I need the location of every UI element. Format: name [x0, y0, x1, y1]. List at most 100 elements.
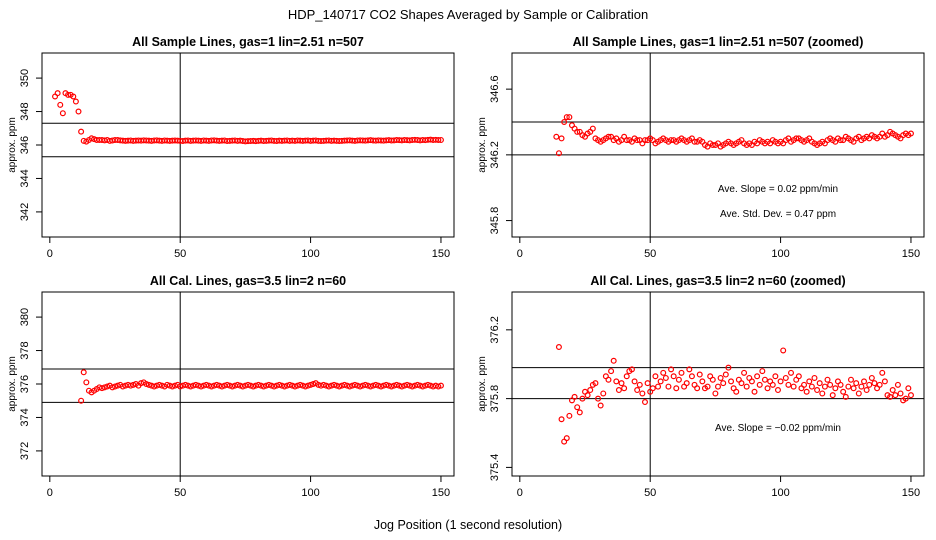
data-point	[876, 381, 883, 388]
data-point	[260, 383, 267, 390]
data-point	[774, 387, 781, 394]
x-tick-label: 50	[644, 248, 656, 260]
data-point	[717, 374, 724, 381]
data-point	[331, 381, 338, 388]
data-point	[861, 378, 868, 385]
data-point	[563, 114, 570, 121]
data-point	[887, 393, 894, 400]
data-point	[866, 381, 873, 388]
data-point	[811, 374, 818, 381]
series-cal-lines-zoomed	[555, 344, 914, 445]
y-tick-label: 372	[19, 442, 31, 460]
panel-title: All Cal. Lines, gas=3.5 lin=2 n=60 (zoom…	[590, 274, 845, 288]
figure-title: HDP_140717 CO2 Shapes Averaged by Sample…	[288, 7, 648, 22]
data-point	[362, 381, 369, 388]
data-point	[169, 383, 176, 390]
data-point	[827, 381, 834, 388]
data-point	[636, 381, 643, 388]
x-tick-label: 100	[301, 487, 319, 499]
y-tick-label: 375.4	[489, 454, 501, 482]
data-point	[605, 133, 612, 140]
data-point	[404, 381, 411, 388]
y-tick-label: 350	[19, 69, 31, 87]
data-point	[712, 390, 719, 397]
data-point	[218, 383, 225, 390]
plot-frame	[511, 291, 925, 477]
data-point	[879, 369, 886, 376]
data-point	[341, 381, 348, 388]
y-tick-label: 344	[19, 169, 31, 187]
data-point	[892, 392, 899, 399]
panel-title: All Sample Lines, gas=1 lin=2.51 n=507 (…	[573, 35, 864, 49]
data-point	[832, 385, 839, 392]
data-point	[751, 388, 758, 395]
data-point	[840, 388, 847, 395]
data-point	[145, 381, 152, 388]
data-point	[595, 395, 602, 402]
data-point	[88, 135, 95, 142]
data-point	[907, 392, 914, 399]
data-point	[652, 373, 659, 380]
data-point	[435, 136, 442, 143]
data-point	[80, 369, 87, 376]
data-point	[782, 374, 789, 381]
data-point	[239, 383, 246, 390]
data-point	[759, 368, 766, 375]
data-point	[788, 369, 795, 376]
panel-3: All Cal. Lines, gas=3.5 lin=2 n=60 0 50 100…	[7, 274, 455, 499]
data-point	[561, 118, 568, 125]
data-point	[98, 385, 105, 392]
data-point	[75, 108, 82, 115]
x-tick-label: 150	[902, 248, 920, 260]
data-point	[662, 374, 669, 381]
data-point	[553, 133, 560, 140]
data-point	[764, 385, 771, 392]
data-point	[271, 383, 278, 390]
data-point	[902, 395, 909, 402]
data-point	[709, 142, 716, 149]
data-point	[558, 416, 565, 423]
data-point	[618, 380, 625, 387]
x-tick-label: 0	[47, 248, 53, 260]
data-point	[699, 378, 706, 385]
annotation: Ave. Std. Dev. = 0.47 ppm	[720, 209, 836, 220]
data-point	[639, 390, 646, 397]
data-point	[54, 90, 61, 97]
data-point	[357, 383, 364, 390]
data-point	[621, 385, 628, 392]
data-point	[351, 381, 358, 388]
data-point	[634, 387, 641, 394]
data-point	[785, 381, 792, 388]
data-point	[691, 138, 698, 145]
data-point	[245, 381, 252, 388]
y-tick-label: 374	[19, 408, 31, 426]
data-point	[127, 382, 134, 389]
data-point	[377, 383, 384, 390]
data-point	[634, 137, 641, 144]
data-point	[881, 378, 888, 385]
x-tick-label: 50	[644, 487, 656, 499]
y-axis-label: approx. ppm	[7, 117, 18, 173]
data-point	[151, 383, 158, 390]
x-tick-label: 150	[432, 487, 450, 499]
data-point	[608, 368, 615, 375]
data-point	[780, 347, 787, 354]
data-point	[59, 110, 66, 117]
data-point	[777, 378, 784, 385]
data-point	[741, 369, 748, 376]
data-point	[871, 380, 878, 387]
panel-2: All Sample Lines, gas=1 lin=2.51 n=507 (…	[477, 35, 925, 260]
data-point	[435, 383, 442, 390]
data-point	[177, 383, 184, 390]
data-point	[907, 130, 914, 137]
data-point	[224, 381, 231, 388]
data-point	[754, 373, 761, 380]
y-tick-label: 342	[19, 203, 31, 221]
y-tick-label: 376	[19, 375, 31, 393]
data-point	[592, 380, 599, 387]
y-tick-label: 346.6	[489, 75, 501, 103]
data-point	[208, 383, 215, 390]
data-point	[644, 380, 651, 387]
data-point	[320, 381, 327, 388]
